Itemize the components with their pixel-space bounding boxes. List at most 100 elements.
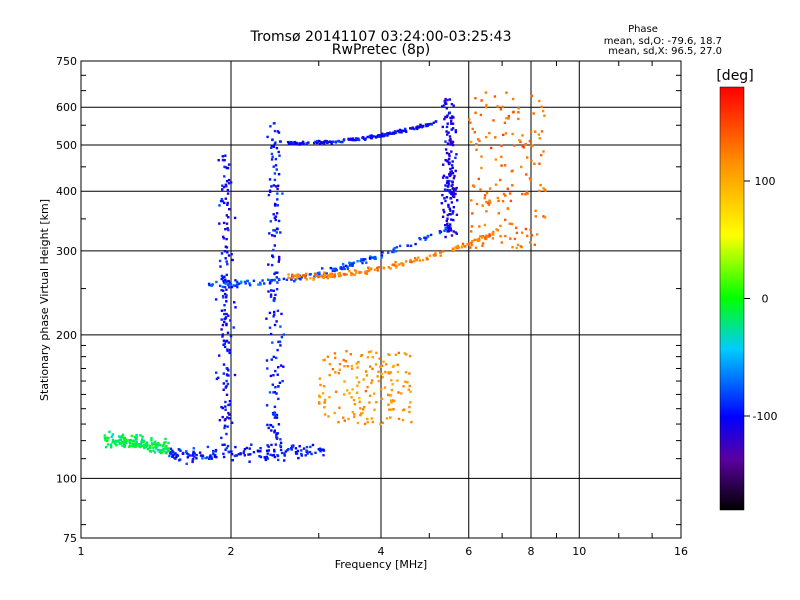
data-point	[218, 284, 222, 287]
data-point	[384, 370, 387, 374]
data-point	[313, 272, 317, 275]
data-point	[532, 112, 535, 115]
data-point	[222, 296, 225, 299]
data-point	[281, 192, 284, 195]
data-point	[356, 421, 360, 425]
data-point	[133, 444, 136, 447]
data-point	[273, 450, 276, 453]
data-point	[450, 164, 454, 167]
data-point	[446, 142, 450, 145]
data-point	[481, 235, 484, 238]
data-point	[345, 273, 348, 276]
data-point	[515, 246, 518, 250]
data-point	[144, 442, 148, 446]
data-point	[456, 199, 459, 202]
data-point	[441, 105, 444, 108]
data-point	[242, 451, 245, 455]
data-point	[273, 448, 276, 452]
data-point	[404, 127, 407, 131]
data-point	[434, 120, 437, 123]
data-point	[221, 333, 225, 336]
data-point	[445, 102, 448, 105]
data-point	[227, 341, 230, 344]
data-point	[208, 283, 211, 287]
data-point	[274, 141, 277, 144]
data-point	[279, 445, 283, 448]
data-point	[382, 267, 386, 270]
data-point	[271, 341, 274, 344]
data-point	[164, 437, 167, 441]
data-point	[221, 276, 225, 280]
data-point	[445, 151, 449, 155]
data-point	[323, 358, 326, 361]
data-point	[325, 272, 328, 275]
data-point	[513, 237, 517, 241]
data-point	[529, 228, 532, 232]
data-point	[218, 419, 222, 422]
data-point	[350, 138, 353, 142]
data-point	[446, 188, 449, 192]
data-point	[234, 279, 237, 282]
data-point	[397, 417, 401, 421]
data-point	[222, 279, 225, 283]
data-point	[526, 234, 529, 238]
data-point	[377, 266, 380, 269]
data-point	[396, 370, 400, 374]
data-point	[455, 153, 458, 156]
data-point	[318, 402, 321, 405]
data-point	[270, 146, 273, 149]
data-point	[393, 247, 396, 250]
data-point	[272, 248, 275, 252]
data-point	[267, 263, 270, 266]
data-point	[222, 235, 225, 238]
data-point	[228, 348, 232, 352]
data-point	[275, 146, 279, 150]
data-point	[337, 140, 341, 143]
data-point	[526, 192, 529, 195]
data-point	[444, 148, 448, 151]
data-point	[221, 406, 224, 410]
data-point	[148, 450, 152, 453]
data-point	[405, 353, 408, 356]
data-point	[461, 244, 464, 248]
data-point	[266, 457, 269, 460]
x-tick-label: 8	[528, 545, 535, 558]
data-point	[301, 142, 305, 145]
data-point	[403, 352, 406, 355]
data-point	[370, 379, 374, 382]
data-point	[371, 367, 374, 371]
data-point	[483, 197, 486, 200]
data-point	[274, 293, 277, 297]
data-point	[245, 446, 248, 450]
data-point	[332, 140, 335, 143]
data-point	[541, 109, 545, 113]
data-point	[373, 392, 376, 395]
data-point	[521, 192, 524, 196]
data-point	[331, 368, 335, 371]
data-point	[134, 438, 138, 441]
axis-ticks: 1 2 4 6 8 10 16 75 100 200 300 400 500 600 750	[56, 55, 688, 558]
data-point	[226, 263, 229, 266]
data-point	[515, 226, 518, 229]
data-point	[350, 396, 353, 399]
data-point	[445, 176, 448, 179]
data-point	[342, 139, 345, 142]
data-point	[268, 326, 272, 329]
data-point	[274, 369, 277, 373]
data-point	[267, 426, 270, 430]
data-point	[117, 439, 120, 443]
data-point	[242, 450, 246, 453]
data-point	[327, 274, 330, 277]
data-point	[141, 438, 144, 441]
data-point	[387, 393, 390, 397]
data-point	[302, 274, 305, 277]
data-point	[400, 131, 403, 134]
data-point	[380, 256, 383, 259]
data-point	[225, 296, 228, 299]
data-point	[524, 142, 527, 146]
data-point	[423, 236, 426, 239]
data-point	[385, 417, 389, 420]
data-point	[544, 189, 547, 192]
data-point	[140, 440, 143, 443]
data-point	[496, 196, 499, 200]
